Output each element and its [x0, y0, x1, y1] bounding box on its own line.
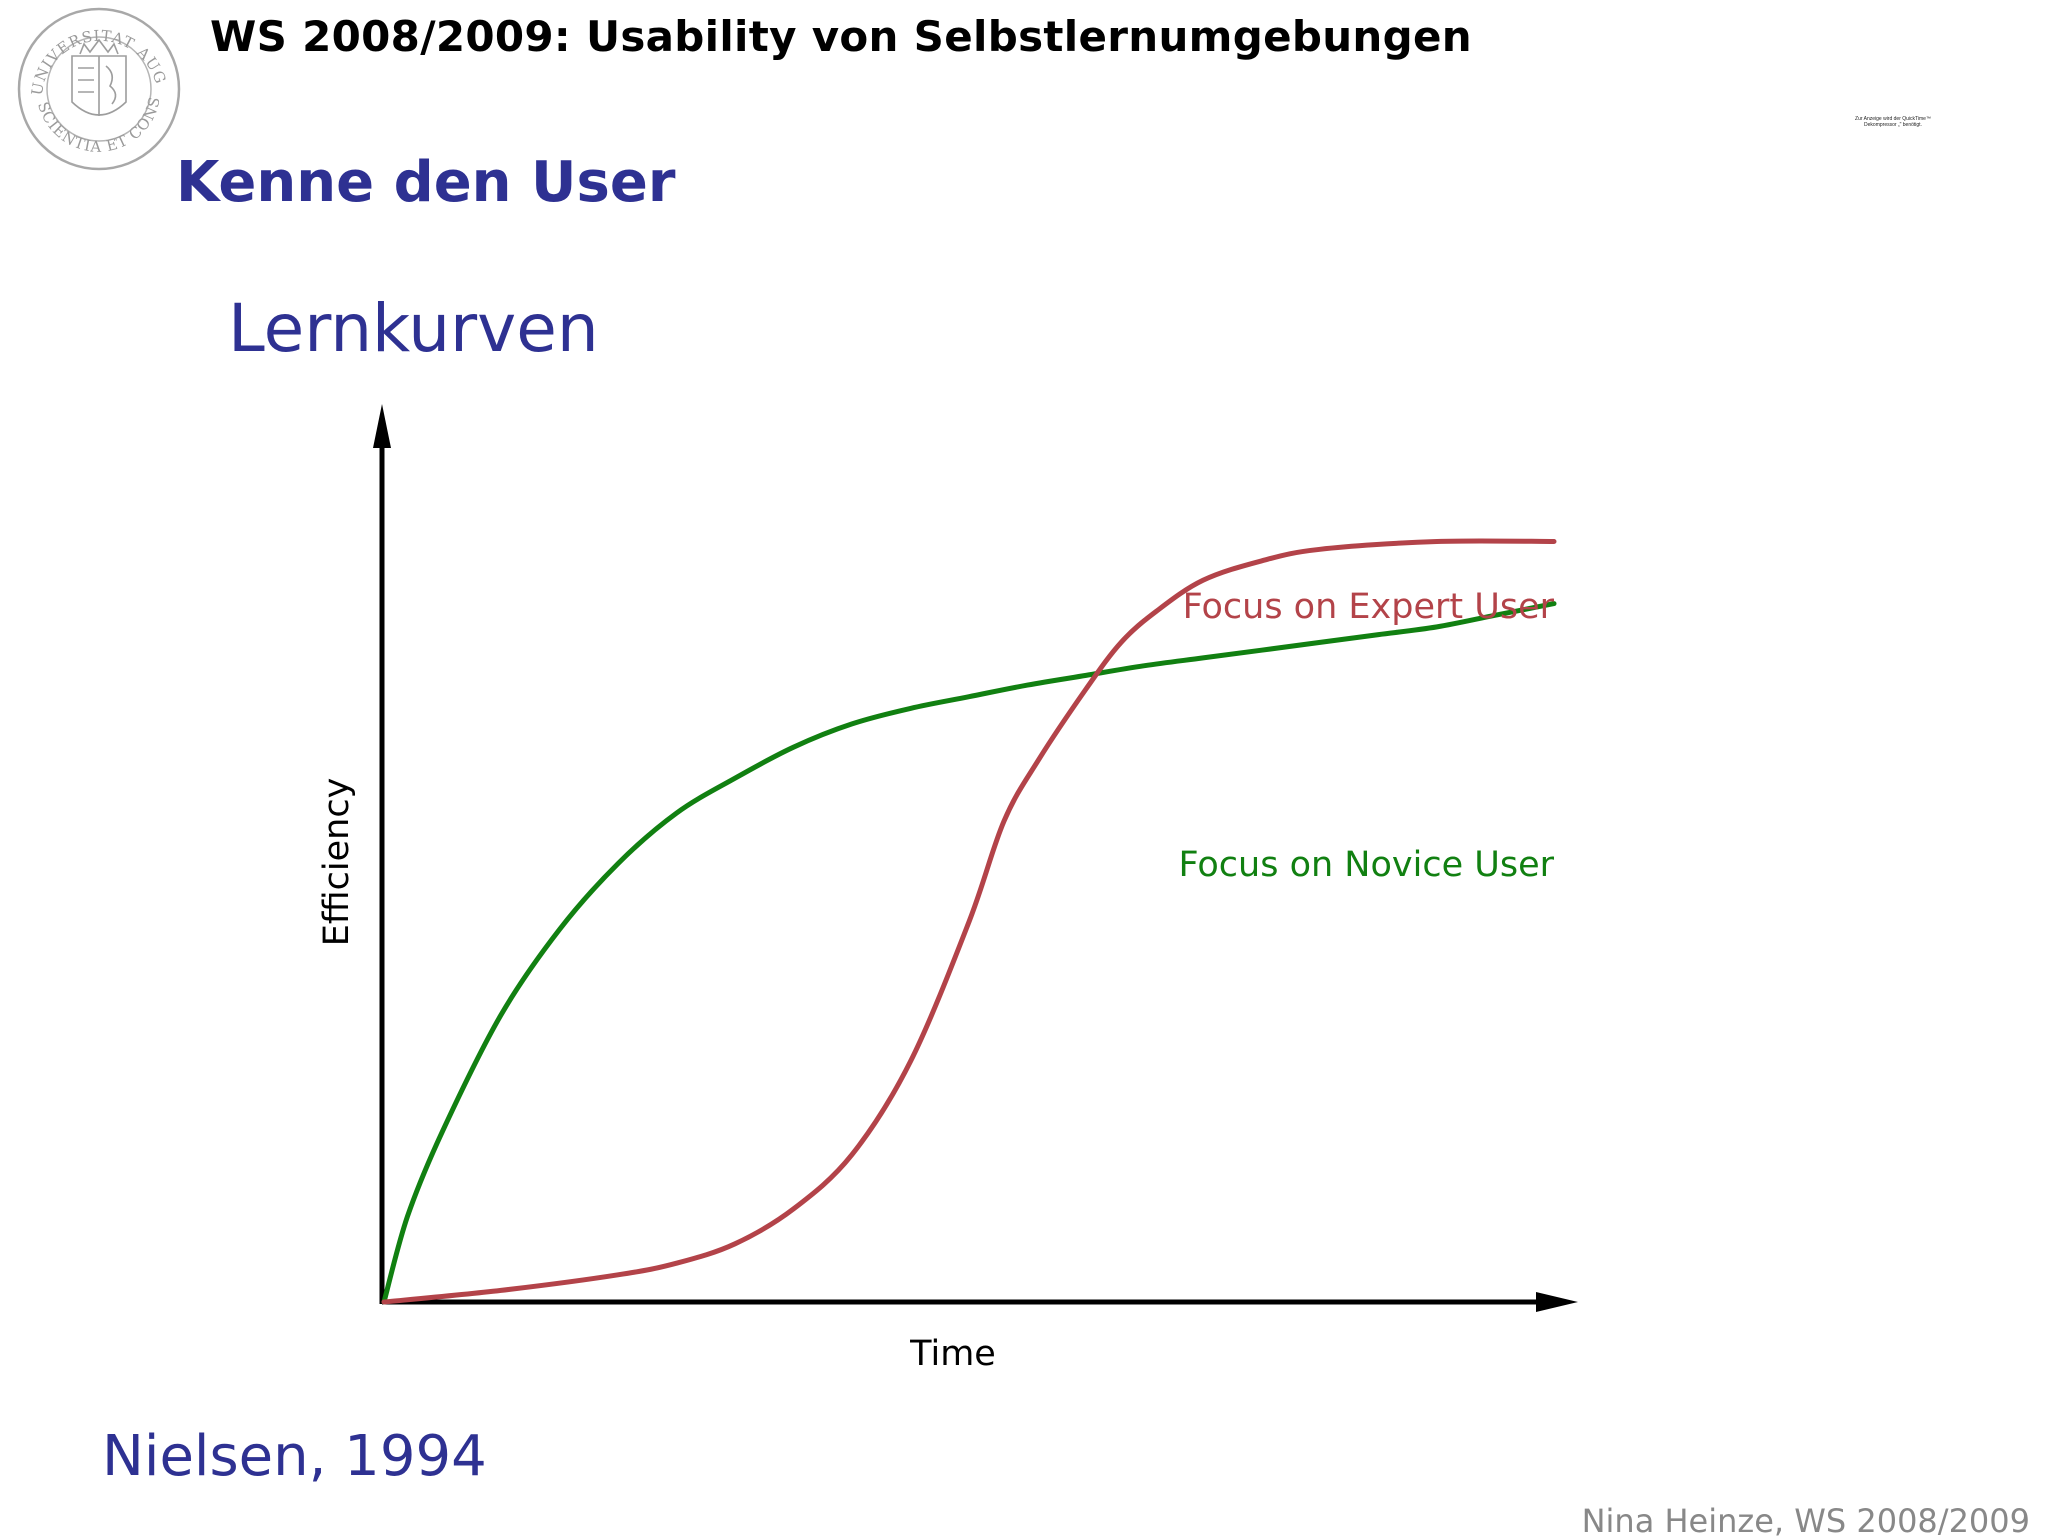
series-label-novice: Focus on Novice User	[1178, 845, 1554, 885]
y-axis-label: Efficiency	[317, 778, 357, 947]
coat-of-arms-icon	[71, 38, 127, 116]
learning-curve-chart: Focus on Expert User Focus on Novice Use…	[317, 404, 1578, 1374]
x-axis-arrow-icon	[1536, 1292, 1578, 1312]
slide-subtitle: Lernkurven	[228, 290, 599, 367]
quicktime-placeholder-note: Zur Anzeige wird der QuickTime™ Dekompre…	[1838, 116, 1948, 128]
x-axis	[382, 1292, 1578, 1312]
y-axis-arrow-icon	[373, 404, 391, 448]
y-axis	[373, 404, 391, 1304]
slide-title: Kenne den User	[176, 150, 676, 215]
footer-author: Nina Heinze, WS 2008/2009	[1581, 1502, 2030, 1540]
university-seal: UNIVERSITAT AUGSBURG SCIENTIA ET CONSCIE…	[14, 4, 181, 171]
quicktime-note-line-1: Zur Anzeige wird der QuickTime™	[1855, 116, 1931, 122]
series-label-expert: Focus on Expert User	[1183, 587, 1555, 627]
series-line-expert	[381, 538, 1557, 1305]
series-line-novice	[381, 601, 1557, 1305]
citation: Nielsen, 1994	[102, 1424, 487, 1489]
x-axis-label: Time	[909, 1334, 996, 1374]
quicktime-note-line-2: Dekompressor „" benötigt.	[1864, 122, 1922, 128]
header-title: WS 2008/2009: Usability von Selbstlernum…	[210, 12, 1472, 61]
